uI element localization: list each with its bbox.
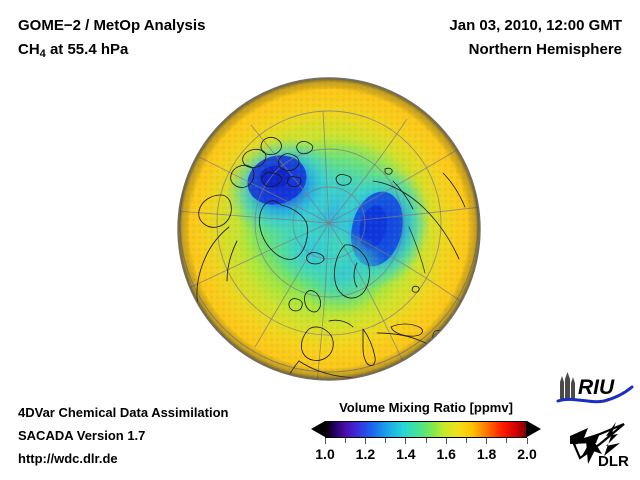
- dlr-logo: DLR: [566, 414, 634, 472]
- dlr-wordmark: DLR: [598, 453, 629, 470]
- colorbar-tick-labels: 1.0 1.2 1.4 1.6 1.8 2.0: [306, 446, 546, 466]
- method-label: 4DVar Chemical Data Assimilation: [18, 405, 229, 420]
- riu-wave-icon: [556, 385, 634, 404]
- colorbar-row: [306, 419, 546, 444]
- hemisphere-label: Northern Hemisphere: [468, 41, 622, 58]
- analysis-title: GOME−2 / MetOp Analysis: [18, 17, 206, 34]
- colorbar-ticks: [324, 438, 528, 444]
- colorbar-title: Volume Mixing Ratio [ppmv]: [339, 400, 513, 415]
- header-left: GOME−2 / MetOp Analysis CH4 at 55.4 hPa: [18, 14, 205, 66]
- colorbar-tick: [486, 438, 488, 444]
- colorbar-minor-tick: [385, 438, 387, 443]
- pressure-level: at 55.4 hPa: [45, 41, 129, 58]
- colorbar-tick-label: 1.6: [436, 446, 456, 462]
- website-url[interactable]: http://wdc.dlr.de: [18, 451, 118, 466]
- colorbar-tick: [364, 438, 366, 444]
- colorbar-tick: [526, 438, 528, 444]
- colorbar-tick-label: 1.0: [315, 446, 335, 462]
- colorbar-minor-tick: [344, 438, 346, 443]
- header-right: Jan 03, 2010, 12:00 GMT Northern Hemisph…: [449, 14, 622, 62]
- riu-towers-icon: [560, 372, 575, 400]
- species-name: CH: [18, 41, 40, 58]
- colorbar-minor-tick: [425, 438, 427, 443]
- riu-wordmark: RIU: [578, 376, 615, 399]
- version-label: SACADA Version 1.7: [18, 428, 146, 443]
- colorbar-extend-high-arrow: [527, 421, 541, 437]
- timestamp-label: Jan 03, 2010, 12:00 GMT: [449, 17, 622, 34]
- dlr-pinwheel-icon: [570, 422, 625, 464]
- species-pressure-label: CH4 at 55.4 hPa: [18, 38, 205, 66]
- colorbar-tick: [324, 438, 326, 444]
- colorbar-tick-label: 1.8: [476, 446, 497, 462]
- colorbar-tick: [445, 438, 447, 444]
- globe-outline: [177, 77, 481, 381]
- colorbar-tick-label: 1.4: [396, 446, 416, 462]
- colorbar-tick-label: 1.2: [355, 446, 376, 462]
- riu-logo: RIU: [556, 370, 634, 406]
- colorbar-minor-tick: [465, 438, 467, 443]
- colorbar-gradient: [325, 421, 527, 438]
- colorbar-tick: [405, 438, 407, 444]
- colorbar-extend-low-arrow: [311, 421, 325, 437]
- globe-field: [178, 78, 480, 380]
- colorbar-minor-tick: [506, 438, 508, 443]
- footer-left: 4DVar Chemical Data Assimilation SACADA …: [18, 401, 229, 470]
- colorbar: Volume Mixing Ratio [ppmv] 1.0 1.2 1.4 1.6 1…: [306, 400, 546, 466]
- globe-map: [177, 77, 481, 381]
- colorbar-tick-label: 2.0: [517, 446, 537, 462]
- species-subscript: 4: [39, 48, 46, 60]
